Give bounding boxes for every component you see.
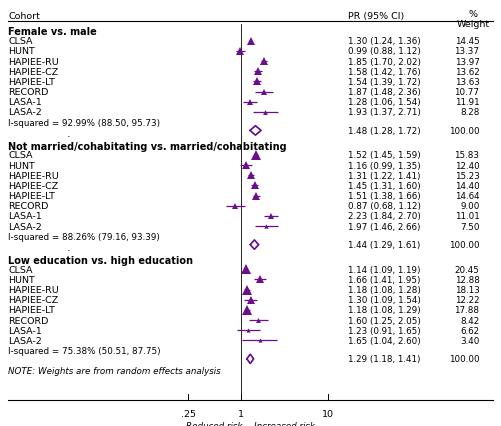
Text: .25: .25 xyxy=(181,409,196,418)
Text: 20.45: 20.45 xyxy=(454,265,479,274)
Text: LASA-1: LASA-1 xyxy=(8,326,42,335)
Text: 0.87 (0.68, 1.12): 0.87 (0.68, 1.12) xyxy=(348,202,421,211)
Text: Reduced risk: Reduced risk xyxy=(186,421,242,426)
Text: I-squared = 92.99% (88.50, 95.73): I-squared = 92.99% (88.50, 95.73) xyxy=(8,118,160,127)
Text: Weight: Weight xyxy=(457,20,490,29)
Text: 1.31 (1.22, 1.41): 1.31 (1.22, 1.41) xyxy=(348,171,421,180)
Text: 2.23 (1.84, 2.70): 2.23 (1.84, 2.70) xyxy=(348,212,421,221)
Text: I-squared = 88.26% (79.16, 93.39): I-squared = 88.26% (79.16, 93.39) xyxy=(8,233,160,242)
Text: 8.42: 8.42 xyxy=(460,316,479,325)
Text: CLSA: CLSA xyxy=(8,265,33,274)
Text: 1.14 (1.09, 1.19): 1.14 (1.09, 1.19) xyxy=(348,265,421,274)
Text: LASA-2: LASA-2 xyxy=(8,222,42,231)
Text: 13.97: 13.97 xyxy=(454,58,479,66)
Text: 9.00: 9.00 xyxy=(460,202,479,211)
Text: Cohort: Cohort xyxy=(8,12,40,21)
Text: 3.40: 3.40 xyxy=(460,336,479,345)
Text: 1.87 (1.48, 2.36): 1.87 (1.48, 2.36) xyxy=(348,88,421,97)
Text: 1: 1 xyxy=(237,409,243,418)
Text: 1.93 (1.37, 2.71): 1.93 (1.37, 2.71) xyxy=(348,108,421,117)
Text: Low education vs. high education: Low education vs. high education xyxy=(8,255,193,265)
Polygon shape xyxy=(247,354,254,364)
Text: 8.28: 8.28 xyxy=(460,108,479,117)
Text: 1.52 (1.45, 1.59): 1.52 (1.45, 1.59) xyxy=(348,151,421,160)
Text: 12.40: 12.40 xyxy=(455,161,479,170)
Text: 12.22: 12.22 xyxy=(455,296,479,305)
Text: 100.00: 100.00 xyxy=(449,127,479,135)
Text: RECORD: RECORD xyxy=(8,316,49,325)
Text: 15.23: 15.23 xyxy=(454,171,479,180)
Text: CLSA: CLSA xyxy=(8,37,33,46)
Text: 11.01: 11.01 xyxy=(455,212,479,221)
Text: %: % xyxy=(469,10,478,19)
Text: RECORD: RECORD xyxy=(8,202,49,211)
Text: 1.16 (0.99, 1.35): 1.16 (0.99, 1.35) xyxy=(348,161,421,170)
Text: 1.85 (1.70, 2.02): 1.85 (1.70, 2.02) xyxy=(348,58,421,66)
Text: LASA-2: LASA-2 xyxy=(8,108,42,117)
Text: 17.88: 17.88 xyxy=(454,305,479,315)
Text: 100.00: 100.00 xyxy=(449,354,479,363)
Text: 18.13: 18.13 xyxy=(454,285,479,294)
Text: Not married/cohabitating vs. married/cohabitating: Not married/cohabitating vs. married/coh… xyxy=(8,141,287,151)
Text: HAPIEE-RU: HAPIEE-RU xyxy=(8,171,59,180)
Polygon shape xyxy=(250,240,259,250)
Text: HAPIEE-CZ: HAPIEE-CZ xyxy=(8,181,58,190)
Text: HAPIEE-CZ: HAPIEE-CZ xyxy=(8,296,58,305)
Text: HAPIEE-RU: HAPIEE-RU xyxy=(8,58,59,66)
Text: 1.28 (1.06, 1.54): 1.28 (1.06, 1.54) xyxy=(348,98,421,107)
Text: 14.45: 14.45 xyxy=(455,37,479,46)
Text: LASA-2: LASA-2 xyxy=(8,336,42,345)
Text: 14.40: 14.40 xyxy=(455,181,479,190)
Text: CLSA: CLSA xyxy=(8,151,33,160)
Text: LASA-1: LASA-1 xyxy=(8,212,42,221)
Text: HAPIEE-CZ: HAPIEE-CZ xyxy=(8,68,58,77)
Text: 6.62: 6.62 xyxy=(460,326,479,335)
Text: HAPIEE-LT: HAPIEE-LT xyxy=(8,192,55,201)
Text: LASA-1: LASA-1 xyxy=(8,98,42,107)
Text: 1.18 (1.08, 1.28): 1.18 (1.08, 1.28) xyxy=(348,285,421,294)
Text: 1.60 (1.25, 2.05): 1.60 (1.25, 2.05) xyxy=(348,316,421,325)
Text: .: . xyxy=(66,129,70,139)
Text: Increased risk: Increased risk xyxy=(254,421,315,426)
Text: Female vs. male: Female vs. male xyxy=(8,27,97,37)
Text: 1.18 (1.08, 1.29): 1.18 (1.08, 1.29) xyxy=(348,305,421,315)
Text: 14.64: 14.64 xyxy=(455,192,479,201)
Text: 1.58 (1.42, 1.76): 1.58 (1.42, 1.76) xyxy=(348,68,421,77)
Text: 1.29 (1.18, 1.41): 1.29 (1.18, 1.41) xyxy=(348,354,421,363)
Text: 1.30 (1.24, 1.36): 1.30 (1.24, 1.36) xyxy=(348,37,421,46)
Text: HAPIEE-LT: HAPIEE-LT xyxy=(8,78,55,87)
Text: 13.37: 13.37 xyxy=(454,47,479,56)
Text: PR (95% CI): PR (95% CI) xyxy=(348,12,404,21)
Text: 13.63: 13.63 xyxy=(454,78,479,87)
Text: 1.48 (1.28, 1.72): 1.48 (1.28, 1.72) xyxy=(348,127,421,135)
Text: I-squared = 75.38% (50.51, 87.75): I-squared = 75.38% (50.51, 87.75) xyxy=(8,346,161,355)
Text: HUNT: HUNT xyxy=(8,161,35,170)
Text: .: . xyxy=(66,243,70,253)
Text: RECORD: RECORD xyxy=(8,88,49,97)
Text: 12.88: 12.88 xyxy=(454,275,479,284)
Polygon shape xyxy=(250,127,261,136)
Text: 1.44 (1.29, 1.61): 1.44 (1.29, 1.61) xyxy=(348,241,420,250)
Text: 1.45 (1.31, 1.60): 1.45 (1.31, 1.60) xyxy=(348,181,421,190)
Text: HAPIEE-RU: HAPIEE-RU xyxy=(8,285,59,294)
Text: 1.30 (1.09, 1.54): 1.30 (1.09, 1.54) xyxy=(348,296,421,305)
Text: 10.77: 10.77 xyxy=(454,88,479,97)
Text: 13.62: 13.62 xyxy=(455,68,479,77)
Text: 7.50: 7.50 xyxy=(460,222,479,231)
Text: 1.54 (1.39, 1.72): 1.54 (1.39, 1.72) xyxy=(348,78,421,87)
Text: 0.99 (0.88, 1.12): 0.99 (0.88, 1.12) xyxy=(348,47,421,56)
Text: HUNT: HUNT xyxy=(8,275,35,284)
Text: 1.65 (1.04, 2.60): 1.65 (1.04, 2.60) xyxy=(348,336,421,345)
Text: HUNT: HUNT xyxy=(8,47,35,56)
Text: 1.51 (1.38, 1.66): 1.51 (1.38, 1.66) xyxy=(348,192,421,201)
Text: NOTE: Weights are from random effects analysis: NOTE: Weights are from random effects an… xyxy=(8,366,220,375)
Text: 1.66 (1.41, 1.95): 1.66 (1.41, 1.95) xyxy=(348,275,421,284)
Text: 15.83: 15.83 xyxy=(454,151,479,160)
Text: 10: 10 xyxy=(322,409,334,418)
Text: 1.23 (0.91, 1.65): 1.23 (0.91, 1.65) xyxy=(348,326,421,335)
Text: HAPIEE-LT: HAPIEE-LT xyxy=(8,305,55,315)
Text: 100.00: 100.00 xyxy=(449,241,479,250)
Text: 11.91: 11.91 xyxy=(455,98,479,107)
Text: 1.97 (1.46, 2.66): 1.97 (1.46, 2.66) xyxy=(348,222,421,231)
